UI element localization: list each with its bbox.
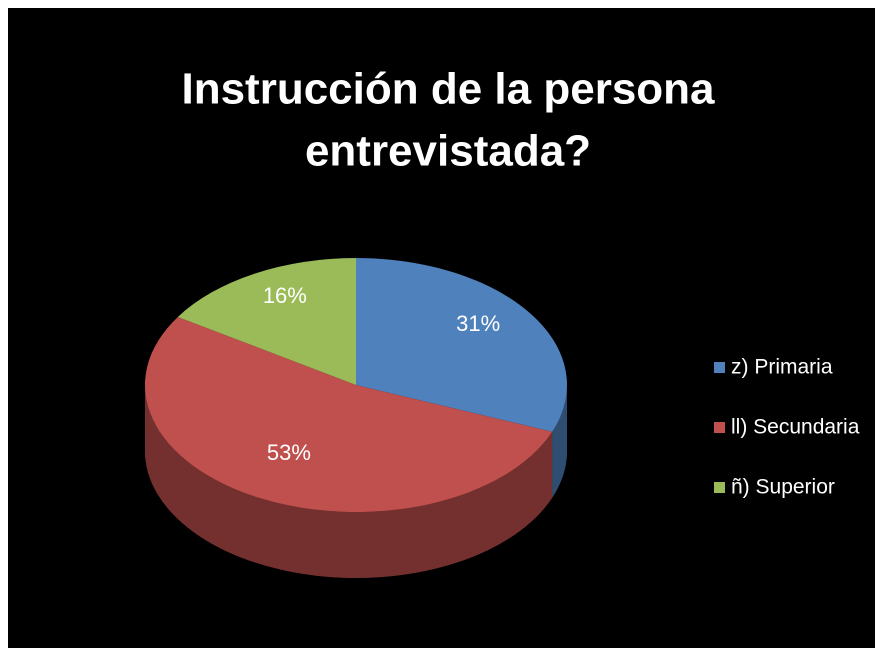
legend-label: ñ) Superior (731, 476, 835, 499)
pie-slice (356, 258, 567, 432)
value-label: 53% (267, 440, 311, 465)
legend-swatch (714, 482, 725, 493)
pie-slice-side (552, 385, 567, 498)
chart-title: Instrucción de la persona (181, 65, 715, 114)
value-label: 31% (456, 311, 500, 336)
chart-title: entrevistada? (305, 127, 591, 176)
legend-label: z) Primaria (731, 356, 833, 379)
legend-label: ll) Secundaria (731, 416, 860, 439)
pie-slice (144, 316, 553, 513)
value-label: 16% (263, 283, 307, 308)
pie-slice (177, 258, 356, 385)
legend-swatch (714, 422, 725, 433)
pie-side-shade (552, 385, 567, 498)
legend-swatch (714, 362, 725, 373)
pie-side-shade (145, 385, 553, 578)
pie-slice-side (145, 385, 553, 578)
